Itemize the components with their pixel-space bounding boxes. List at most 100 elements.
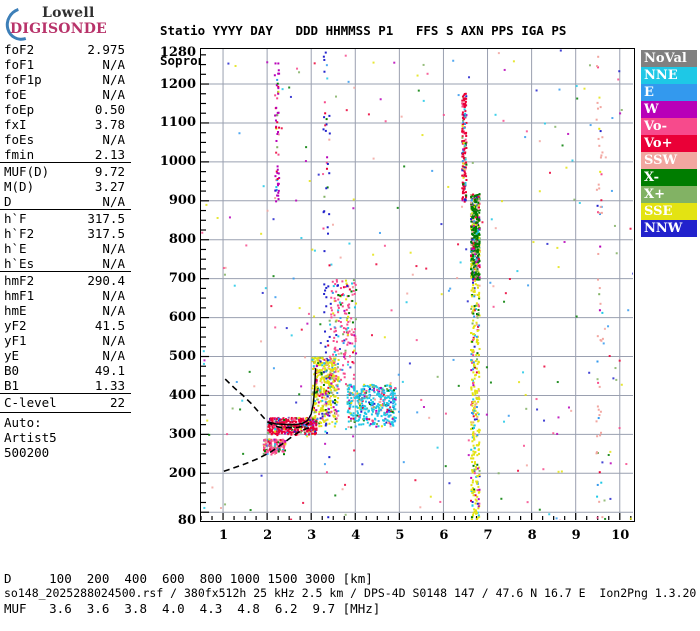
param-value: N/A <box>72 256 131 272</box>
x-tick-label: 3 <box>300 528 324 543</box>
x-minor-ticks <box>201 513 631 520</box>
x-tick-label: 9 <box>564 528 588 543</box>
param-name: D <box>0 194 72 210</box>
x-tick-label: 10 <box>608 528 632 543</box>
param-name: yE <box>0 348 72 363</box>
param-value: 1.33 <box>72 378 131 394</box>
legend-item-label: X+ <box>644 187 665 202</box>
legend-item-noval[interactable]: NoVal <box>641 50 697 67</box>
y-tick-label: 600 <box>150 310 196 325</box>
legend-item-e[interactable]: E <box>641 84 697 101</box>
param-name: foE <box>0 87 72 102</box>
param-name: foEp <box>0 102 72 117</box>
param-value: N/A <box>72 72 131 87</box>
y-tick-label: 800 <box>150 232 196 247</box>
legend-item-vo-[interactable]: Vo- <box>641 118 697 135</box>
param-value: N/A <box>72 303 131 318</box>
echo-points <box>263 52 604 520</box>
param-value: N/A <box>72 348 131 363</box>
parameter-row: MUF(D)9.72 <box>0 163 131 180</box>
y-tick-label: 1200 <box>150 77 196 92</box>
param-value: N/A <box>72 333 131 348</box>
legend-item-x-[interactable]: X- <box>641 169 697 186</box>
y-tick-label: 300 <box>150 427 196 442</box>
ionogram-plot-canvas[interactable] <box>200 48 635 522</box>
ionogram-svg <box>201 49 633 520</box>
x-tick-label: 2 <box>256 528 280 543</box>
legend-item-label: NoVal <box>644 51 687 66</box>
legend-item-label: SSE <box>644 204 672 219</box>
param-name: C-level <box>0 394 72 411</box>
param-name: fmin <box>0 147 72 163</box>
param-name: B1 <box>0 378 72 394</box>
param-value: 2.13 <box>72 147 131 163</box>
param-name: h`F2 <box>0 226 72 241</box>
legend-item-nnw[interactable]: NNW <box>641 220 697 237</box>
param-name: fxI <box>0 117 72 132</box>
param-name: h`F <box>0 210 72 227</box>
y-tick-label: 400 <box>150 388 196 403</box>
legend-item-sse[interactable]: SSE <box>641 203 697 220</box>
param-value: N/A <box>72 132 131 147</box>
param-value: 2.975 <box>72 42 131 57</box>
param-name: h`Es <box>0 256 72 272</box>
y-minor-ticks <box>201 55 209 512</box>
param-value: N/A <box>72 241 131 256</box>
auto-line: 500200 <box>4 445 131 460</box>
logo-lowell-text: Lowell <box>42 5 95 21</box>
scaled-f-trace <box>268 368 316 424</box>
distance-row: D 100 200 400 600 800 1000 1500 3000 [km… <box>4 571 380 586</box>
param-value: N/A <box>72 288 131 303</box>
param-name: h`E <box>0 241 72 256</box>
legend-item-x-[interactable]: X+ <box>641 186 697 203</box>
param-value: 9.72 <box>72 163 131 180</box>
x-tick-label: 7 <box>476 528 500 543</box>
legend-item-label: W <box>644 102 659 117</box>
muf-row: MUF 3.6 3.6 3.8 4.0 4.3 4.8 6.2 9.7 [MHz… <box>4 601 380 616</box>
param-name: foEs <box>0 132 72 147</box>
legend-item-label: SSW <box>644 153 677 168</box>
ionogram-plot[interactable] <box>200 48 635 522</box>
legend-item-label: Vo+ <box>644 136 672 151</box>
station-header-columns: Statio YYYY DAY DDD HHMMSS P1 FFS S AXN … <box>160 23 566 38</box>
legend-item-ssw[interactable]: SSW <box>641 152 697 169</box>
parameter-row: M(D)3.27 <box>0 179 131 194</box>
horizontal-gridlines <box>201 84 633 512</box>
param-name: yF2 <box>0 318 72 333</box>
legend-item-w[interactable]: W <box>641 101 697 118</box>
y-tick-label: 1000 <box>150 154 196 169</box>
param-value: 3.27 <box>72 179 131 194</box>
x-tick-label: 5 <box>388 528 412 543</box>
file-info-line: so148_2025288024500.rsf / 380fx512h 25 k… <box>4 586 696 600</box>
param-value: 317.5 <box>72 210 131 227</box>
legend-item-label: E <box>644 85 654 100</box>
param-name: yF1 <box>0 333 72 348</box>
param-name: M(D) <box>0 179 72 194</box>
param-value: 317.5 <box>72 226 131 241</box>
y-tick-label: 500 <box>150 349 196 364</box>
legend-item-vo-[interactable]: Vo+ <box>641 135 697 152</box>
legend-item-nne[interactable]: NNE <box>641 67 697 84</box>
lowell-digisonde-logo: Lowell DIGISONDE <box>4 4 144 38</box>
param-name: hmE <box>0 303 72 318</box>
param-value: 0.50 <box>72 102 131 117</box>
